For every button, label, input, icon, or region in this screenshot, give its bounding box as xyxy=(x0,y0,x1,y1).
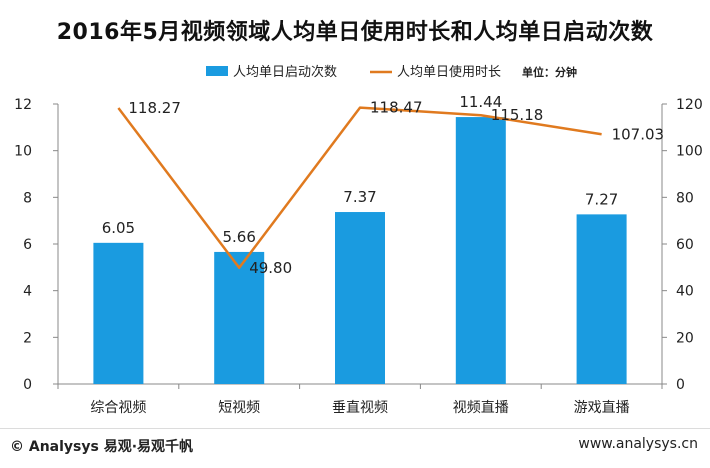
unit-note: 单位：分钟 xyxy=(522,65,577,79)
bar xyxy=(335,212,385,384)
bar xyxy=(455,117,506,385)
line-value-label: 118.27 xyxy=(128,99,181,117)
right-tick-label: 40 xyxy=(676,284,694,300)
right-tick-label: 0 xyxy=(676,377,685,393)
bar xyxy=(576,214,627,384)
left-tick-label: 8 xyxy=(23,190,32,206)
bar-value-label: 11.44 xyxy=(459,93,502,111)
left-tick-label: 2 xyxy=(23,330,32,346)
left-tick-label: 10 xyxy=(14,144,32,160)
right-tick-label: 100 xyxy=(676,144,703,160)
legend-line-label: 人均单日使用时长 xyxy=(397,64,501,80)
line-value-label: 115.18 xyxy=(491,106,544,124)
source-credit: © Analysys 易观·易观千帆 xyxy=(10,439,194,455)
left-tick-label: 4 xyxy=(23,284,32,300)
bar xyxy=(93,242,144,384)
chart-title: 2016年5月视频领域人均单日使用时长和人均单日启动次数 xyxy=(56,20,654,45)
legend-group: 人均单日启动次数 人均单日使用时长 单位：分钟 xyxy=(206,64,577,80)
left-tick-label: 6 xyxy=(23,237,32,253)
x-category-label: 垂直视频 xyxy=(332,399,388,416)
line-group xyxy=(117,106,602,270)
bar-value-label: 5.66 xyxy=(222,228,255,246)
left-tick-label: 12 xyxy=(14,97,32,113)
legend-bar-swatch xyxy=(206,66,228,76)
line-value-label: 118.47 xyxy=(370,99,423,117)
source-url: www.analysys.cn xyxy=(578,436,698,452)
right-tick-label: 80 xyxy=(676,190,694,206)
left-tick-label: 0 xyxy=(23,377,32,393)
x-category-label: 短视频 xyxy=(218,400,260,416)
labels-group: 6.05 5.66 7.37 11.44 7.27 118.27 49.80 118.47 11… xyxy=(102,93,664,277)
right-tick-label: 60 xyxy=(676,237,694,253)
bar-value-label: 7.37 xyxy=(343,188,376,206)
footer-divider xyxy=(0,428,710,429)
x-category-label: 视频直播 xyxy=(453,399,509,416)
line-value-label: 107.03 xyxy=(612,125,665,143)
right-tick-label: 20 xyxy=(676,330,694,346)
right-tick-label: 120 xyxy=(676,97,703,113)
bar xyxy=(214,251,265,384)
x-category-label: 综合视频 xyxy=(90,400,146,416)
bars-group xyxy=(93,117,627,385)
bar-value-label: 7.27 xyxy=(585,190,618,208)
x-category-label: 游戏直播 xyxy=(574,399,630,416)
legend-bar-label: 人均单日启动次数 xyxy=(233,64,337,80)
bar-value-label: 6.05 xyxy=(102,219,135,237)
line-value-label: 49.80 xyxy=(249,259,292,277)
